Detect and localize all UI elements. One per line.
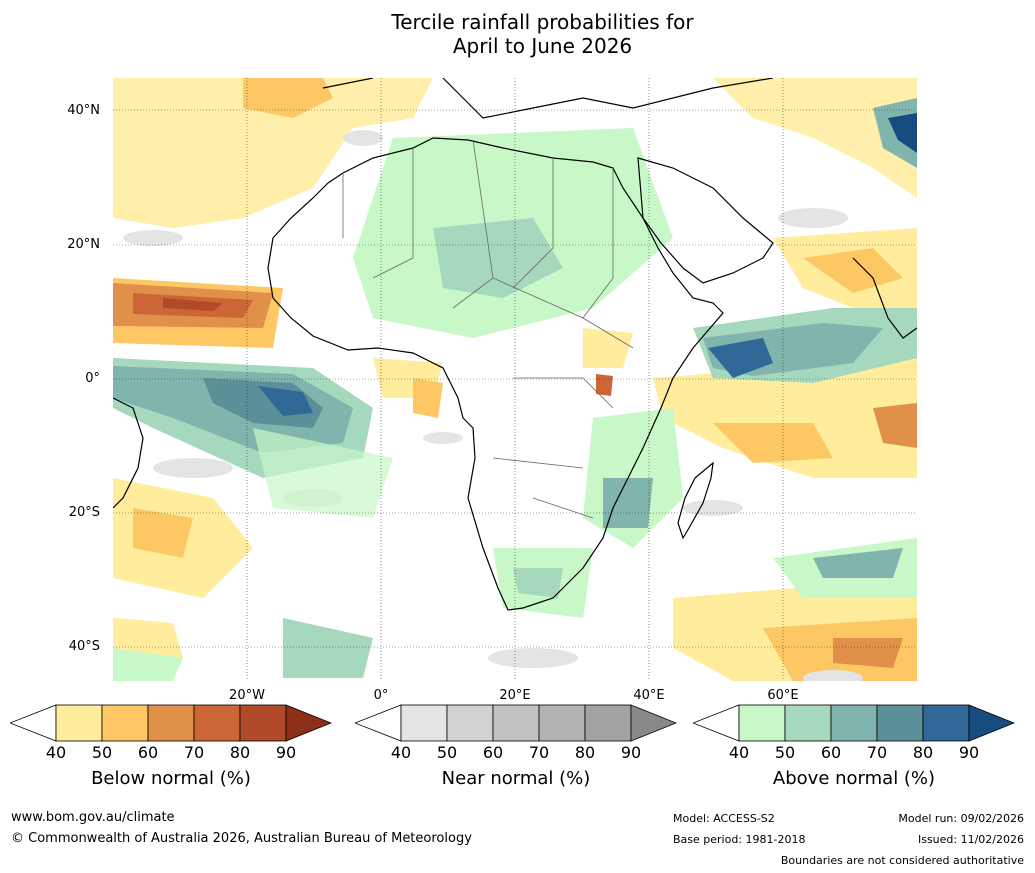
above-colorbar-segment (784, 704, 832, 742)
tick-label: 40 (45, 743, 67, 762)
country-borders (342, 139, 634, 519)
near-normal-colorbar (355, 704, 677, 742)
tick-label: 40 (390, 743, 412, 762)
lat-label-40n: 40°N (67, 103, 100, 118)
lat-label-20s: 20°S (68, 505, 100, 520)
model-name: Model: ACCESS-S2 (673, 812, 775, 825)
rainfall-probability-map (113, 78, 917, 681)
below-normal-colorbar (10, 704, 332, 742)
boundaries-disclaimer: Boundaries are not considered authoritat… (780, 854, 1024, 867)
lon-label-0: 0° (373, 688, 389, 703)
madagascar-coastline (677, 461, 714, 540)
south-america-coastline (113, 397, 144, 509)
lat-label-40s: 40°S (68, 639, 100, 654)
below-normal-title: Below normal (%) (91, 768, 251, 789)
base-period: Base period: 1981-2018 (673, 833, 806, 846)
lat-label-20n: 20°N (67, 237, 100, 252)
copyright-text: © Commonwealth of Australia 2026, Austra… (11, 831, 472, 846)
tick-label: 50 (91, 743, 113, 762)
below-colorbar-segment (10, 704, 57, 742)
map-title: Tercile rainfall probabilities for April… (0, 10, 1035, 58)
near-colorbar-segment (400, 704, 448, 742)
lon-label-20e: 20°E (499, 688, 531, 703)
coastlines (113, 78, 917, 611)
tick-label: 80 (229, 743, 251, 762)
near-colorbar-segment (355, 704, 402, 742)
tick-label: 50 (436, 743, 458, 762)
website-link[interactable]: www.bom.gov.au/climate (11, 810, 175, 825)
europe-coastline (322, 78, 774, 119)
below-normal-regions (113, 78, 917, 681)
tick-label: 90 (620, 743, 642, 762)
near-colorbar-segment (492, 704, 540, 742)
above-colorbar-segment (922, 704, 970, 742)
issued-date: Issued: 11/02/2026 (917, 833, 1024, 846)
below-colorbar-segment (55, 704, 103, 742)
below-colorbar-segment (285, 704, 332, 742)
tick-label: 70 (183, 743, 205, 762)
below-colorbar-segment (101, 704, 149, 742)
lon-label-40e: 40°E (633, 688, 665, 703)
tick-label: 80 (574, 743, 596, 762)
above-colorbar-segment (693, 704, 740, 742)
india-coastline (852, 257, 917, 339)
tick-label: 90 (275, 743, 297, 762)
model-run-date: Model run: 09/02/2026 (898, 812, 1024, 825)
above-normal-regions (113, 98, 917, 681)
below-colorbar-segment (147, 704, 195, 742)
above-normal-title: Above normal (%) (772, 768, 936, 789)
graticule (113, 78, 917, 681)
tick-label: 80 (912, 743, 934, 762)
above-colorbar-segment (968, 704, 1015, 742)
title-line-2: April to June 2026 (452, 34, 633, 58)
above-colorbar-segment (876, 704, 924, 742)
arabia-coastline (637, 157, 774, 284)
below-colorbar-segment (193, 704, 241, 742)
near-colorbar-segment (630, 704, 677, 742)
tick-label: 90 (958, 743, 980, 762)
tick-label: 50 (774, 743, 796, 762)
near-normal-title: Near normal (%) (441, 768, 591, 789)
below-colorbar-segment (239, 704, 287, 742)
title-line-1: Tercile rainfall probabilities for (391, 10, 694, 34)
lat-label-0: 0° (85, 371, 100, 386)
above-colorbar-segment (738, 704, 786, 742)
near-colorbar-segment (538, 704, 586, 742)
lon-label-20w: 20°W (229, 688, 265, 703)
africa-coastline (267, 137, 724, 611)
above-normal-colorbar (693, 704, 1015, 742)
near-colorbar-segment (584, 704, 632, 742)
tick-label: 60 (137, 743, 159, 762)
tick-label: 40 (728, 743, 750, 762)
near-colorbar-segment (446, 704, 494, 742)
above-colorbar-segment (830, 704, 878, 742)
tick-label: 70 (528, 743, 550, 762)
map-canvas (113, 78, 917, 681)
tick-label: 70 (866, 743, 888, 762)
tick-label: 60 (482, 743, 504, 762)
lon-label-60e: 60°E (767, 688, 799, 703)
tick-label: 60 (820, 743, 842, 762)
